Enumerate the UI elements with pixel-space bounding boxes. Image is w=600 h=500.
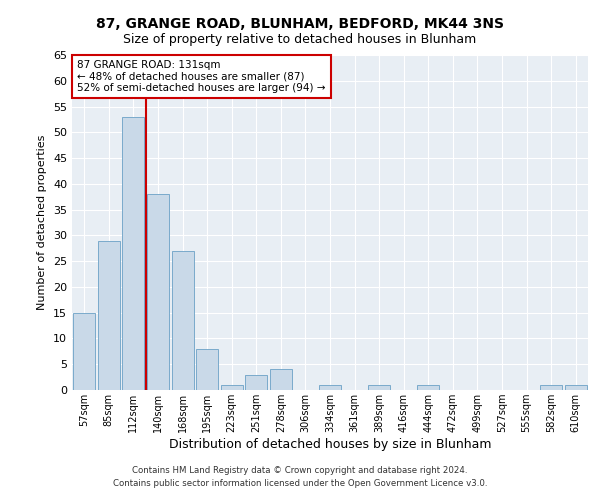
Text: Size of property relative to detached houses in Blunham: Size of property relative to detached ho… [124,32,476,46]
Bar [172,251,194,390]
Bar [221,385,243,390]
Text: Contains HM Land Registry data © Crown copyright and database right 2024.
Contai: Contains HM Land Registry data © Crown c… [113,466,487,487]
Bar [245,374,268,390]
Bar [540,385,562,390]
Bar [73,312,95,390]
Bar [122,117,145,390]
Bar [565,385,587,390]
Text: 87 GRANGE ROAD: 131sqm
← 48% of detached houses are smaller (87)
52% of semi-det: 87 GRANGE ROAD: 131sqm ← 48% of detached… [77,60,326,93]
Y-axis label: Number of detached properties: Number of detached properties [37,135,47,310]
Bar [98,240,120,390]
Text: 87, GRANGE ROAD, BLUNHAM, BEDFORD, MK44 3NS: 87, GRANGE ROAD, BLUNHAM, BEDFORD, MK44 … [96,18,504,32]
Bar [270,370,292,390]
Bar [368,385,390,390]
Bar [319,385,341,390]
X-axis label: Distribution of detached houses by size in Blunham: Distribution of detached houses by size … [169,438,491,451]
Bar [196,349,218,390]
Bar [417,385,439,390]
Bar [147,194,169,390]
